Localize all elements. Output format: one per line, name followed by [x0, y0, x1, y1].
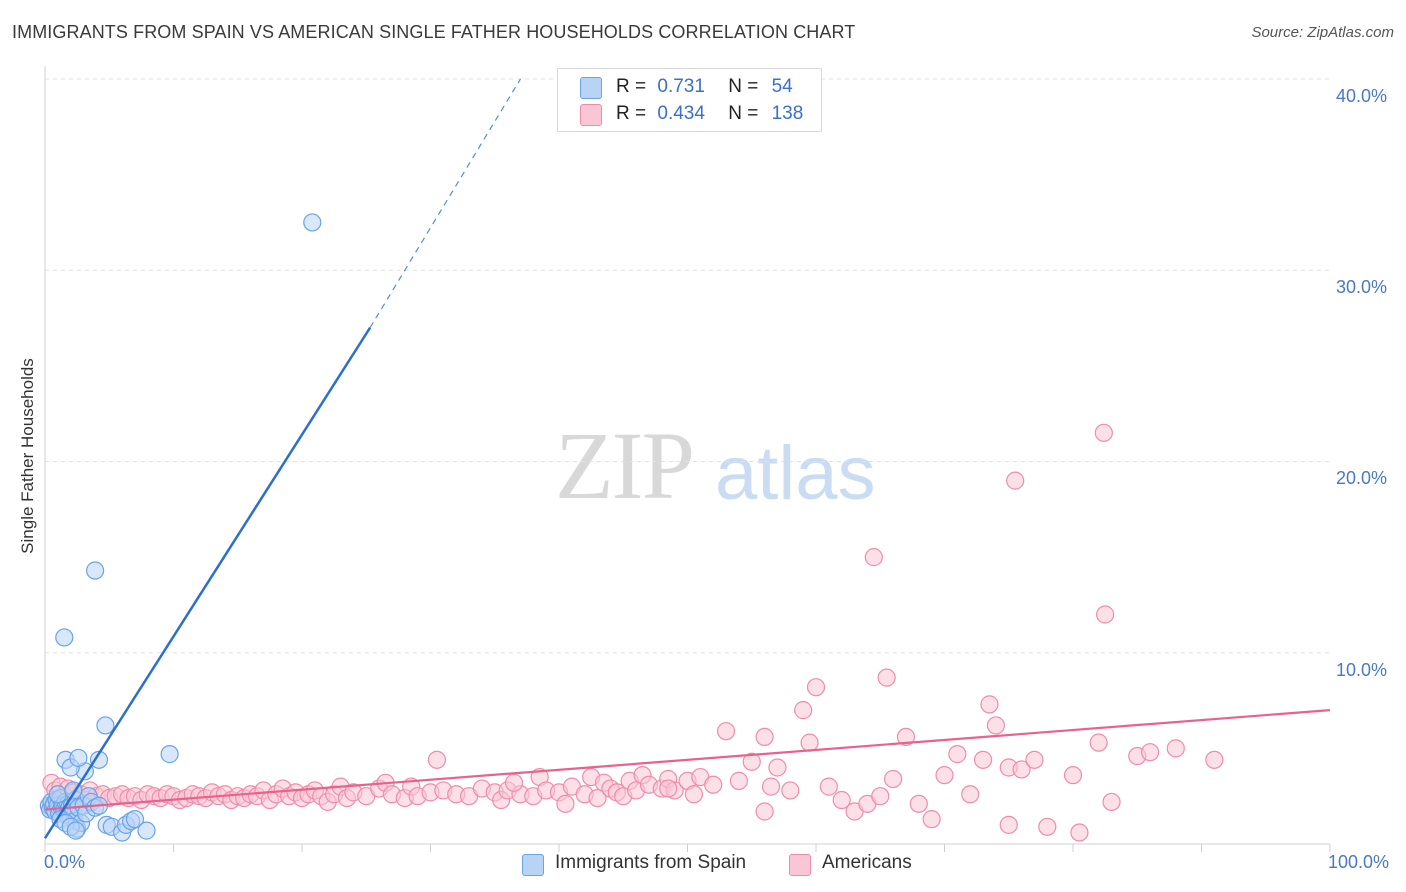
point-spain	[137, 821, 156, 840]
trendline-spain	[43, 326, 372, 839]
point-americans	[504, 773, 524, 792]
point-americans	[1205, 750, 1224, 769]
point-americans	[794, 701, 813, 720]
point-americans	[742, 752, 761, 771]
bottom-legend-americans: Americans	[822, 852, 912, 873]
x-tick-label-max: 100.0%	[1328, 852, 1390, 872]
point-americans	[729, 771, 749, 790]
chart-title: IMMIGRANTS FROM SPAIN VS AMERICAN SINGLE…	[12, 22, 856, 42]
legend-n-label: N =	[728, 103, 759, 124]
point-spain	[125, 810, 145, 829]
point-americans	[980, 695, 999, 714]
point-americans	[588, 788, 607, 808]
legend-r-label: R =	[616, 103, 647, 124]
trendline-spain-extrapolated	[369, 78, 521, 328]
point-americans	[684, 785, 704, 804]
y-tick-label-20: 20.0%	[1336, 468, 1388, 488]
point-americans	[716, 722, 736, 741]
point-spain	[48, 785, 67, 804]
legend-row-americans: R = 0.434 N = 138	[616, 103, 803, 125]
point-spain	[66, 821, 85, 840]
point-americans	[1102, 792, 1121, 812]
point-americans	[1070, 823, 1089, 842]
point-americans	[755, 727, 774, 747]
point-americans	[1140, 743, 1160, 762]
watermark-atlas: atlas	[715, 431, 876, 516]
point-americans	[806, 678, 826, 697]
point-americans	[781, 781, 800, 800]
point-americans	[986, 716, 1006, 735]
source-label: Source: ZipAtlas.com	[1251, 24, 1394, 41]
legend-swatch-pink	[580, 104, 602, 126]
point-americans	[1094, 423, 1113, 442]
point-americans	[871, 787, 890, 806]
point-americans	[1166, 739, 1185, 758]
point-americans	[1038, 817, 1057, 836]
point-americans	[1025, 750, 1044, 769]
point-americans	[832, 790, 851, 810]
point-americans	[800, 733, 819, 752]
legend-r-value: 0.731	[657, 76, 705, 97]
stats-legend: R = 0.731 N = 54 R = 0.434 N = 138	[557, 68, 822, 132]
bottom-legend-swatch-spain	[522, 854, 544, 876]
point-americans	[883, 769, 903, 789]
point-americans	[973, 750, 993, 769]
point-americans	[935, 766, 954, 785]
point-americans	[755, 802, 774, 821]
point-americans	[948, 745, 967, 764]
legend-n-value: 138	[771, 103, 804, 124]
y-tick-label-30: 30.0%	[1336, 277, 1388, 297]
legend-n-value: 54	[771, 76, 793, 97]
point-americans	[1012, 760, 1031, 779]
point-spain	[96, 716, 115, 735]
legend-n-label: N =	[728, 76, 759, 97]
point-americans	[1089, 733, 1108, 752]
point-americans	[1096, 605, 1115, 624]
point-spain	[86, 561, 105, 580]
point-spain	[160, 745, 179, 764]
trendline-americans	[44, 709, 1331, 811]
point-spain	[55, 628, 74, 647]
point-americans	[768, 758, 787, 777]
y-tick-label-40: 40.0%	[1336, 86, 1388, 106]
point-spain	[303, 213, 322, 232]
point-americans	[877, 668, 896, 687]
point-americans	[961, 785, 980, 804]
legend-row-spain: R = 0.731 N = 54	[616, 76, 793, 98]
legend-swatch-blue	[580, 77, 602, 99]
point-americans	[556, 794, 575, 813]
point-americans	[896, 727, 916, 747]
bottom-legend-swatch-americans	[789, 854, 811, 876]
point-americans	[427, 750, 447, 769]
y-tick-label-10: 10.0%	[1336, 660, 1388, 680]
legend-r-value: 0.434	[657, 103, 705, 124]
point-americans	[1006, 471, 1025, 490]
point-americans	[1063, 766, 1083, 785]
legend-r-label: R =	[616, 76, 647, 97]
x-tick-label-min: 0.0%	[44, 852, 86, 872]
point-americans	[909, 794, 928, 813]
point-americans	[704, 775, 723, 794]
point-americans	[864, 548, 883, 567]
point-americans	[819, 777, 838, 796]
point-americans	[922, 810, 941, 829]
point-spain	[69, 748, 88, 768]
bottom-legend-spain: Immigrants from Spain	[555, 852, 747, 873]
point-americans	[659, 779, 678, 798]
point-americans	[999, 815, 1018, 834]
point-americans	[761, 777, 781, 796]
watermark-zip: ZIP	[555, 412, 695, 519]
